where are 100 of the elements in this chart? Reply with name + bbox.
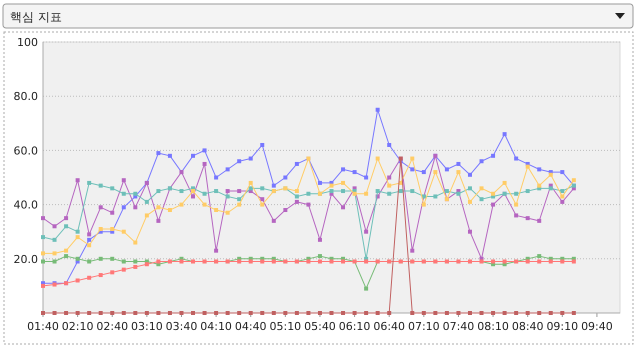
y-tick-label: 60.0	[14, 144, 38, 158]
point	[410, 311, 414, 315]
point	[272, 184, 276, 188]
point	[248, 260, 253, 264]
point	[260, 142, 264, 147]
point	[248, 180, 253, 185]
point	[502, 311, 507, 315]
point	[168, 154, 172, 158]
point	[572, 260, 576, 264]
x-tick-label: 07:10	[408, 320, 440, 333]
point	[480, 159, 484, 164]
x-tick-label: 07:40	[442, 320, 474, 333]
point	[214, 311, 218, 315]
point	[468, 311, 472, 315]
point	[514, 311, 518, 315]
point	[87, 276, 92, 280]
x-tick-label: 01:40	[27, 320, 59, 333]
point	[144, 262, 149, 266]
point	[248, 156, 253, 161]
point	[133, 192, 138, 196]
point	[272, 218, 276, 223]
point	[376, 311, 380, 315]
point	[122, 230, 126, 234]
x-tick-label: 05:10	[269, 320, 302, 333]
point	[98, 184, 103, 188]
point	[87, 311, 92, 315]
point	[202, 192, 207, 196]
point	[98, 256, 103, 261]
point	[122, 268, 126, 272]
point	[537, 254, 542, 258]
point	[260, 311, 264, 315]
point	[248, 186, 253, 190]
point	[444, 189, 449, 194]
point	[491, 311, 496, 315]
point	[364, 311, 368, 315]
point	[306, 202, 310, 207]
point	[179, 260, 184, 264]
point	[191, 311, 196, 315]
point	[64, 248, 68, 253]
point	[537, 184, 542, 188]
point	[133, 240, 138, 245]
point	[133, 264, 138, 269]
x-tick-label: 03:10	[131, 320, 163, 333]
point	[226, 311, 230, 315]
x-tick-label: 08:10	[477, 320, 509, 333]
point	[502, 260, 507, 264]
point	[537, 167, 542, 172]
x-tick-label: 06:40	[373, 320, 406, 333]
point	[52, 238, 57, 242]
point	[76, 278, 80, 282]
point	[294, 162, 299, 166]
point	[444, 311, 449, 315]
y-tick-label: 100	[17, 36, 38, 49]
point	[491, 260, 496, 264]
point	[352, 170, 357, 174]
point	[294, 311, 299, 315]
point	[237, 202, 242, 207]
point	[110, 210, 114, 215]
point	[491, 202, 496, 207]
point	[237, 189, 242, 194]
point	[560, 194, 564, 198]
point	[87, 232, 92, 236]
y-tick-label: 40.0	[14, 198, 38, 212]
point	[341, 311, 346, 315]
point	[387, 142, 392, 147]
x-tick-label: 09:40	[581, 320, 613, 333]
point	[98, 311, 103, 315]
point	[156, 218, 160, 223]
point	[87, 238, 92, 242]
point	[64, 254, 68, 258]
point	[179, 311, 184, 315]
point	[387, 176, 392, 180]
point	[456, 162, 460, 166]
point	[64, 216, 68, 220]
title: 핵심 지표	[10, 10, 62, 24]
point	[364, 192, 368, 196]
point	[133, 260, 138, 264]
point	[64, 311, 68, 315]
point	[387, 311, 392, 315]
point	[52, 224, 57, 228]
point	[480, 311, 484, 315]
point	[283, 176, 288, 180]
point	[294, 194, 299, 198]
point	[41, 284, 45, 288]
point	[133, 205, 138, 210]
point	[168, 311, 172, 315]
point	[306, 311, 310, 315]
point	[226, 194, 230, 198]
point	[110, 186, 114, 190]
point	[560, 200, 564, 204]
point	[98, 273, 103, 278]
x-tick-label: 08:40	[512, 320, 544, 333]
point	[87, 243, 92, 248]
point	[98, 205, 103, 210]
point	[364, 176, 368, 180]
y-tick-label: 80.0	[14, 90, 38, 104]
point	[376, 156, 380, 161]
point	[364, 230, 368, 234]
point	[122, 260, 126, 264]
point	[329, 260, 334, 264]
